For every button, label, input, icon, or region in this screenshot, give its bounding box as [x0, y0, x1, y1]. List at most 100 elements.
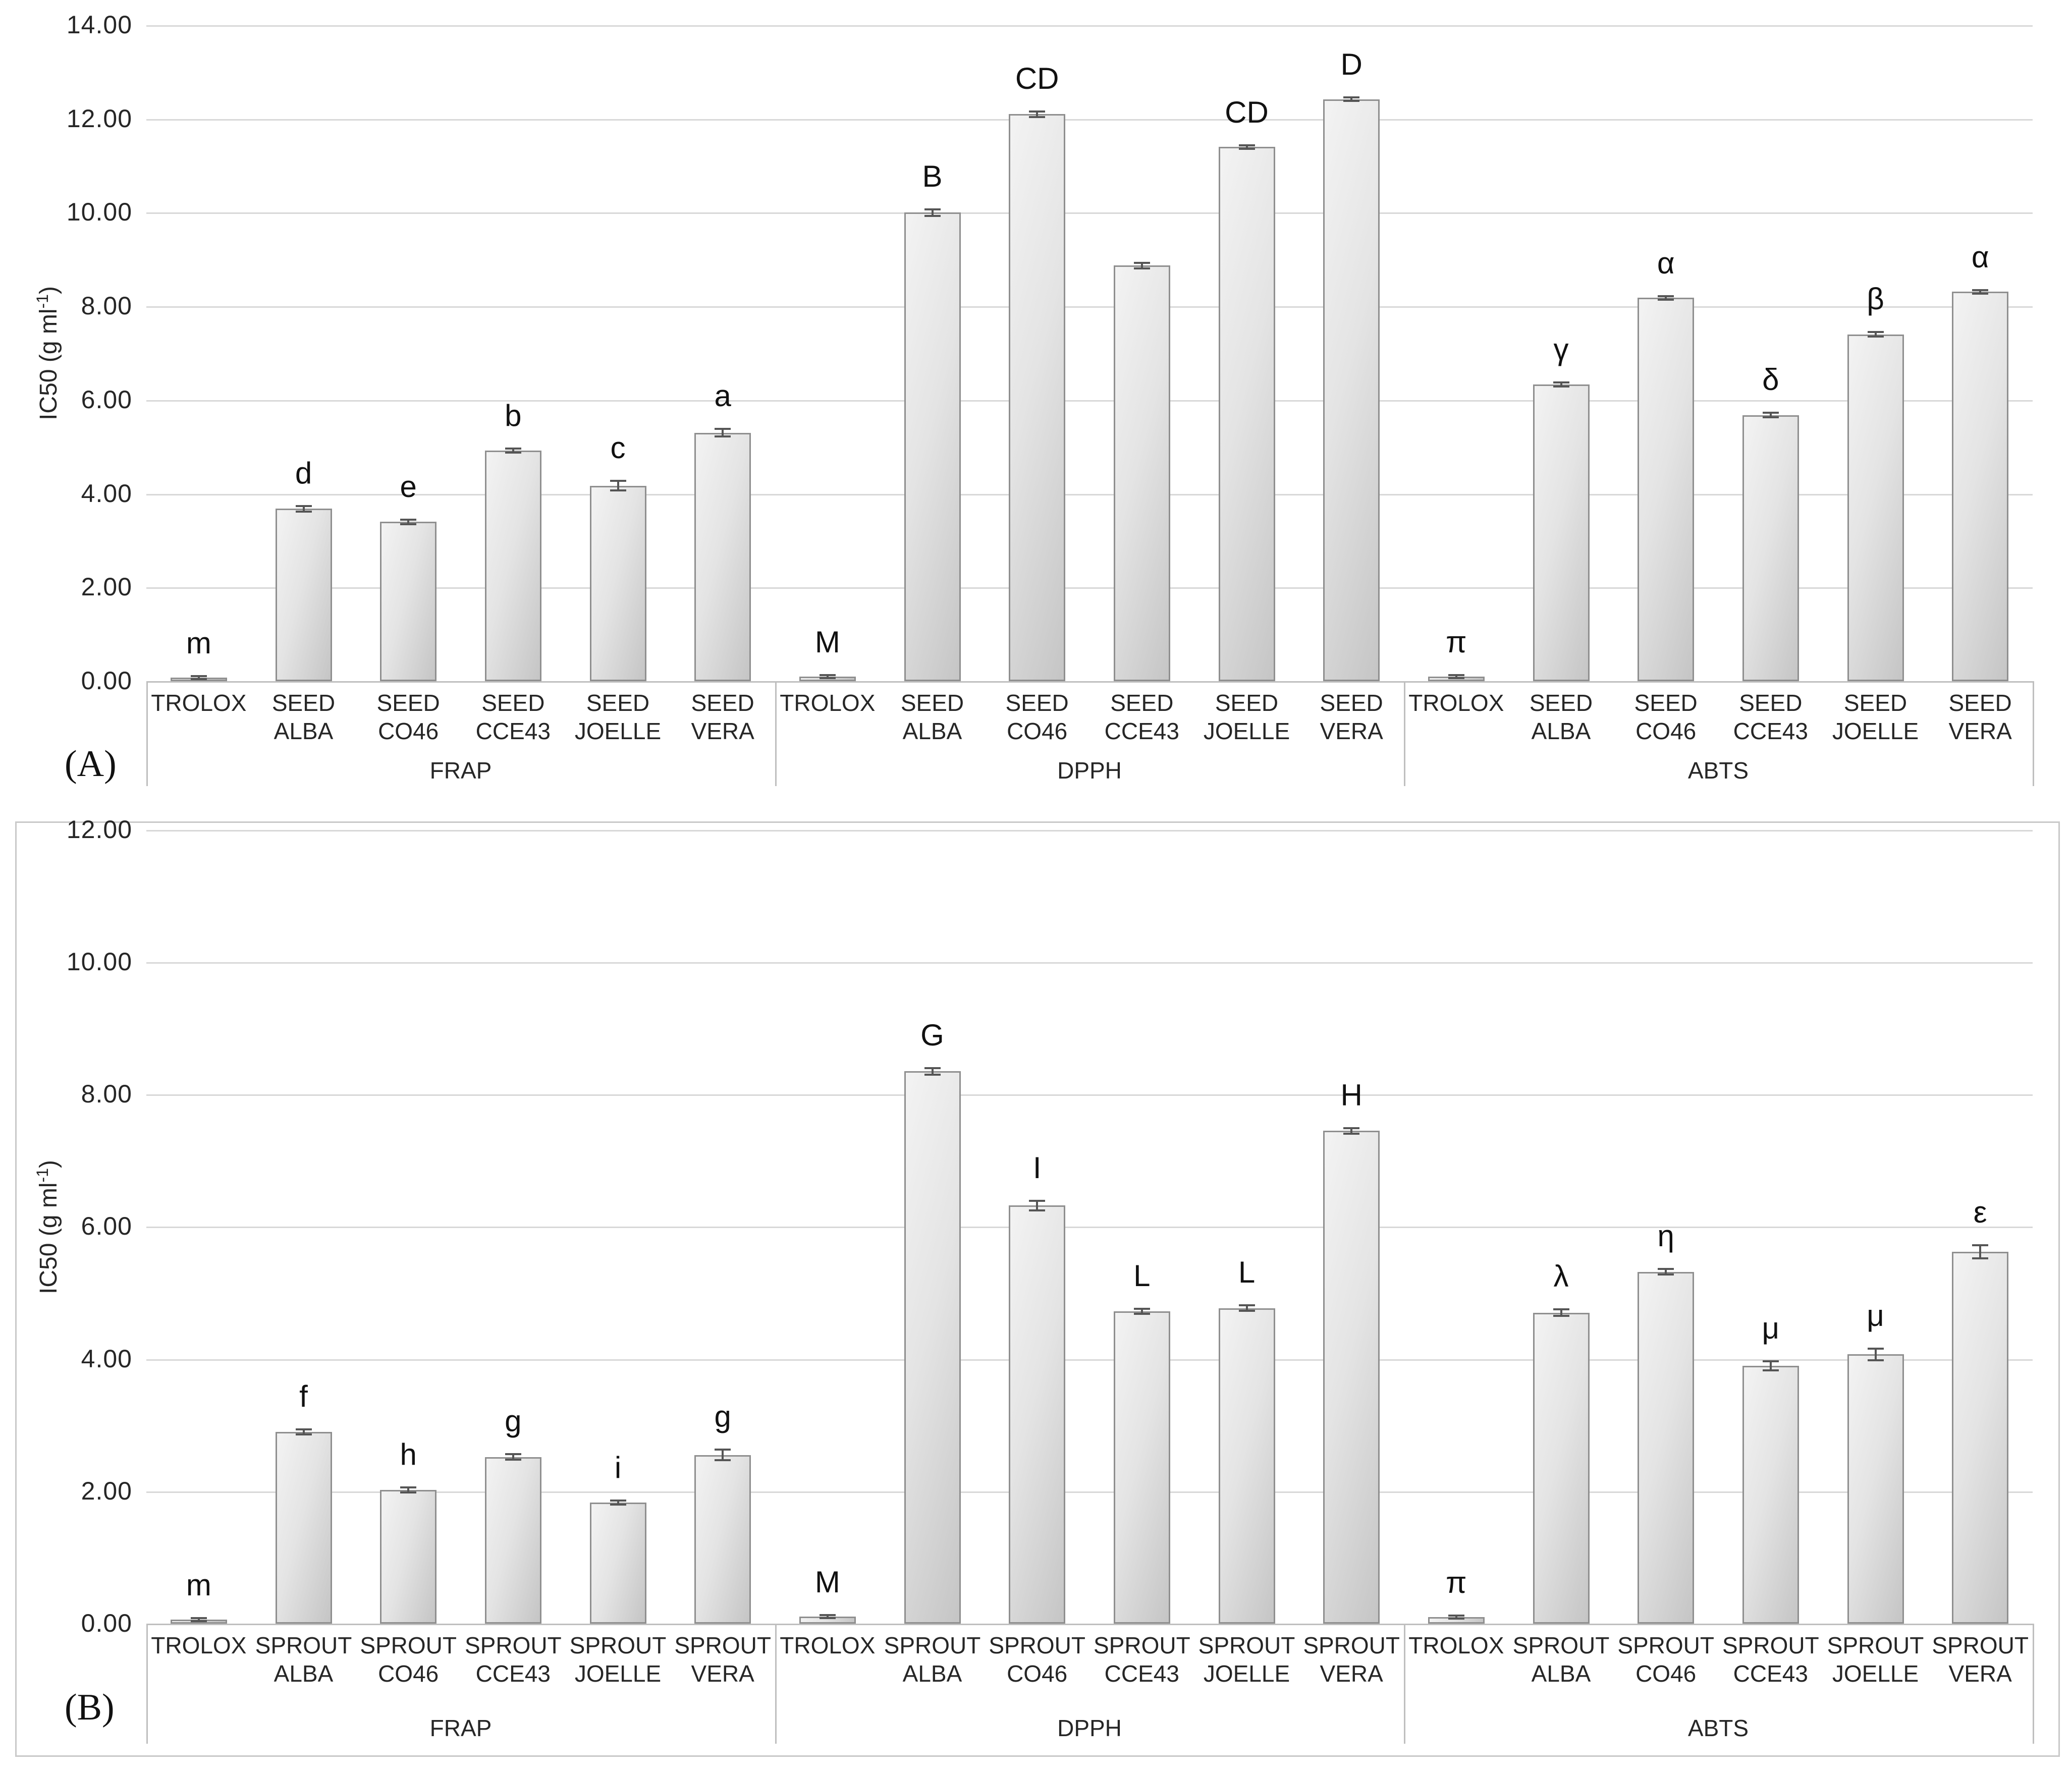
gridline-2: [146, 1491, 2033, 1493]
error-bar-cap-top: [715, 1449, 731, 1451]
error-bar-cap-bottom: [610, 489, 626, 492]
category-label-line1: SEED: [376, 690, 440, 716]
category-label-line1: SEED: [1948, 690, 2012, 716]
group-label-ABTS: ABTS: [1687, 757, 1749, 784]
gridline-12: [146, 829, 2033, 831]
category-label-line1: SPROUT: [1932, 1632, 2029, 1658]
error-bar-cap-top: [1448, 1614, 1464, 1617]
error-bar-cap-bottom: [295, 1433, 312, 1436]
significance-letter: M: [814, 1565, 840, 1599]
category-label-line1: TROLOX: [780, 1632, 876, 1658]
error-bar-cap-bottom: [924, 1073, 941, 1076]
category-label-line2: CO46: [1007, 1660, 1068, 1687]
significance-letter: D: [1340, 47, 1362, 81]
error-bar: [931, 209, 934, 216]
error-bar: [722, 1450, 724, 1461]
y-tick-label: 10.00: [66, 948, 132, 976]
category-label-line1: SEED: [1634, 690, 1698, 716]
error-bar: [1350, 1128, 1353, 1134]
error-bar-cap-bottom: [715, 435, 731, 438]
bar-ABTS-SEED-CCE43: [1742, 415, 1799, 681]
error-bar-cap-bottom: [1972, 293, 1989, 295]
error-bar-cap-top: [1343, 96, 1360, 98]
error-bar-cap-top: [1762, 411, 1779, 414]
gridline-14: [146, 25, 2033, 27]
y-tick-label: 4.00: [81, 479, 132, 508]
error-bar-cap-top: [400, 1486, 417, 1488]
category-label-line2: VERA: [1320, 718, 1383, 744]
category-label-line2: JOELLE: [574, 1660, 662, 1687]
group-label-DPPH: DPPH: [1057, 757, 1122, 784]
error-bar-cap-top: [610, 1500, 626, 1502]
group-label-FRAP: FRAP: [429, 757, 492, 784]
error-bar: [302, 506, 305, 512]
significance-letter: g: [505, 1404, 522, 1438]
bar-DPPH-SEED-JOELLE: [1218, 147, 1275, 681]
significance-letter: β: [1867, 282, 1884, 316]
bar-ABTS-SPROUT-ALBA: [1533, 1312, 1590, 1624]
error-bar: [1560, 1309, 1562, 1316]
category-label-line1: SPROUT: [1512, 1632, 1610, 1658]
bar-FRAP-SEED-CO46: [380, 522, 437, 681]
category-label-line1: SPROUT: [989, 1632, 1085, 1658]
bar-FRAP-SPROUT-VERA: [694, 1455, 751, 1624]
gridline-10: [146, 962, 2033, 964]
y-tick-label: 12.00: [66, 104, 132, 133]
error-bar-cap-top: [1133, 1307, 1150, 1310]
category-label-line2: JOELLE: [574, 718, 662, 744]
error-bar: [722, 429, 724, 437]
error-bar: [407, 1487, 410, 1493]
error-bar-cap-bottom: [1029, 1209, 1046, 1211]
error-bar: [1665, 1269, 1667, 1274]
significance-letter: a: [714, 379, 731, 413]
bar-DPPH-SEED-ALBA: [904, 212, 961, 681]
error-bar-cap-bottom: [1867, 1359, 1884, 1362]
significance-letter: CD: [1225, 95, 1269, 129]
bar-DPPH-SEED-VERA: [1323, 99, 1380, 681]
y-tick-label: 0.00: [81, 667, 132, 695]
category-label-line1: SPROUT: [1303, 1632, 1400, 1658]
error-bar: [197, 676, 200, 680]
error-bar-cap-bottom: [1133, 1313, 1150, 1315]
category-label-line2: CCE43: [1733, 718, 1808, 744]
error-bar-cap-bottom: [1553, 1315, 1569, 1317]
group-separator: [775, 1624, 777, 1744]
category-label-line1: SEED: [1739, 690, 1803, 716]
error-bar: [1979, 1245, 1982, 1259]
group-separator: [1404, 1624, 1405, 1744]
error-bar-cap-bottom: [1658, 1273, 1674, 1276]
bar-ABTS-SEED-JOELLE: [1847, 334, 1904, 681]
group-label-FRAP: FRAP: [429, 1715, 492, 1741]
error-bar-cap-top: [1867, 1347, 1884, 1350]
error-bar: [1245, 1305, 1248, 1311]
error-bar: [617, 481, 619, 491]
error-bar: [1455, 1615, 1457, 1619]
significance-letter: g: [714, 1400, 731, 1434]
error-bar-cap-bottom: [1553, 385, 1569, 387]
bar-DPPH-SPROUT-JOELLE: [1218, 1308, 1275, 1624]
significance-letter: L: [1133, 1258, 1151, 1293]
error-bar-cap-bottom: [819, 677, 836, 679]
panel-B: IC50 (g ml-1) 0.00 2.00 4.00 6.00 8.00 10.00 1…: [0, 812, 2072, 1774]
category-label-line2: CCE43: [1104, 1660, 1179, 1687]
error-bar: [826, 675, 829, 678]
error-bar-cap-top: [1553, 1308, 1569, 1311]
error-bar-cap-bottom: [505, 451, 521, 454]
category-label-line1: SPROUT: [360, 1632, 457, 1658]
category-label-line1: SPROUT: [1722, 1632, 1819, 1658]
category-label-line2: JOELLE: [1832, 1660, 1919, 1687]
error-bar-cap-bottom: [1762, 416, 1779, 419]
y-tick-label: 8.00: [81, 1080, 132, 1108]
y-tick-label: 8.00: [81, 292, 132, 320]
category-label-line1: SPROUT: [1617, 1632, 1714, 1658]
significance-letter: π: [1446, 625, 1467, 659]
y-tick-label: 2.00: [81, 573, 132, 601]
category-label-line2: ALBA: [902, 718, 962, 744]
error-bar: [1140, 1308, 1143, 1314]
y-tick-label: 4.00: [81, 1344, 132, 1373]
bar-FRAP-SEED-CCE43: [484, 451, 541, 681]
group-separator: [1404, 681, 1405, 786]
error-bar: [512, 1454, 514, 1460]
error-bar: [1036, 1201, 1039, 1210]
error-bar-cap-bottom: [1867, 336, 1884, 338]
